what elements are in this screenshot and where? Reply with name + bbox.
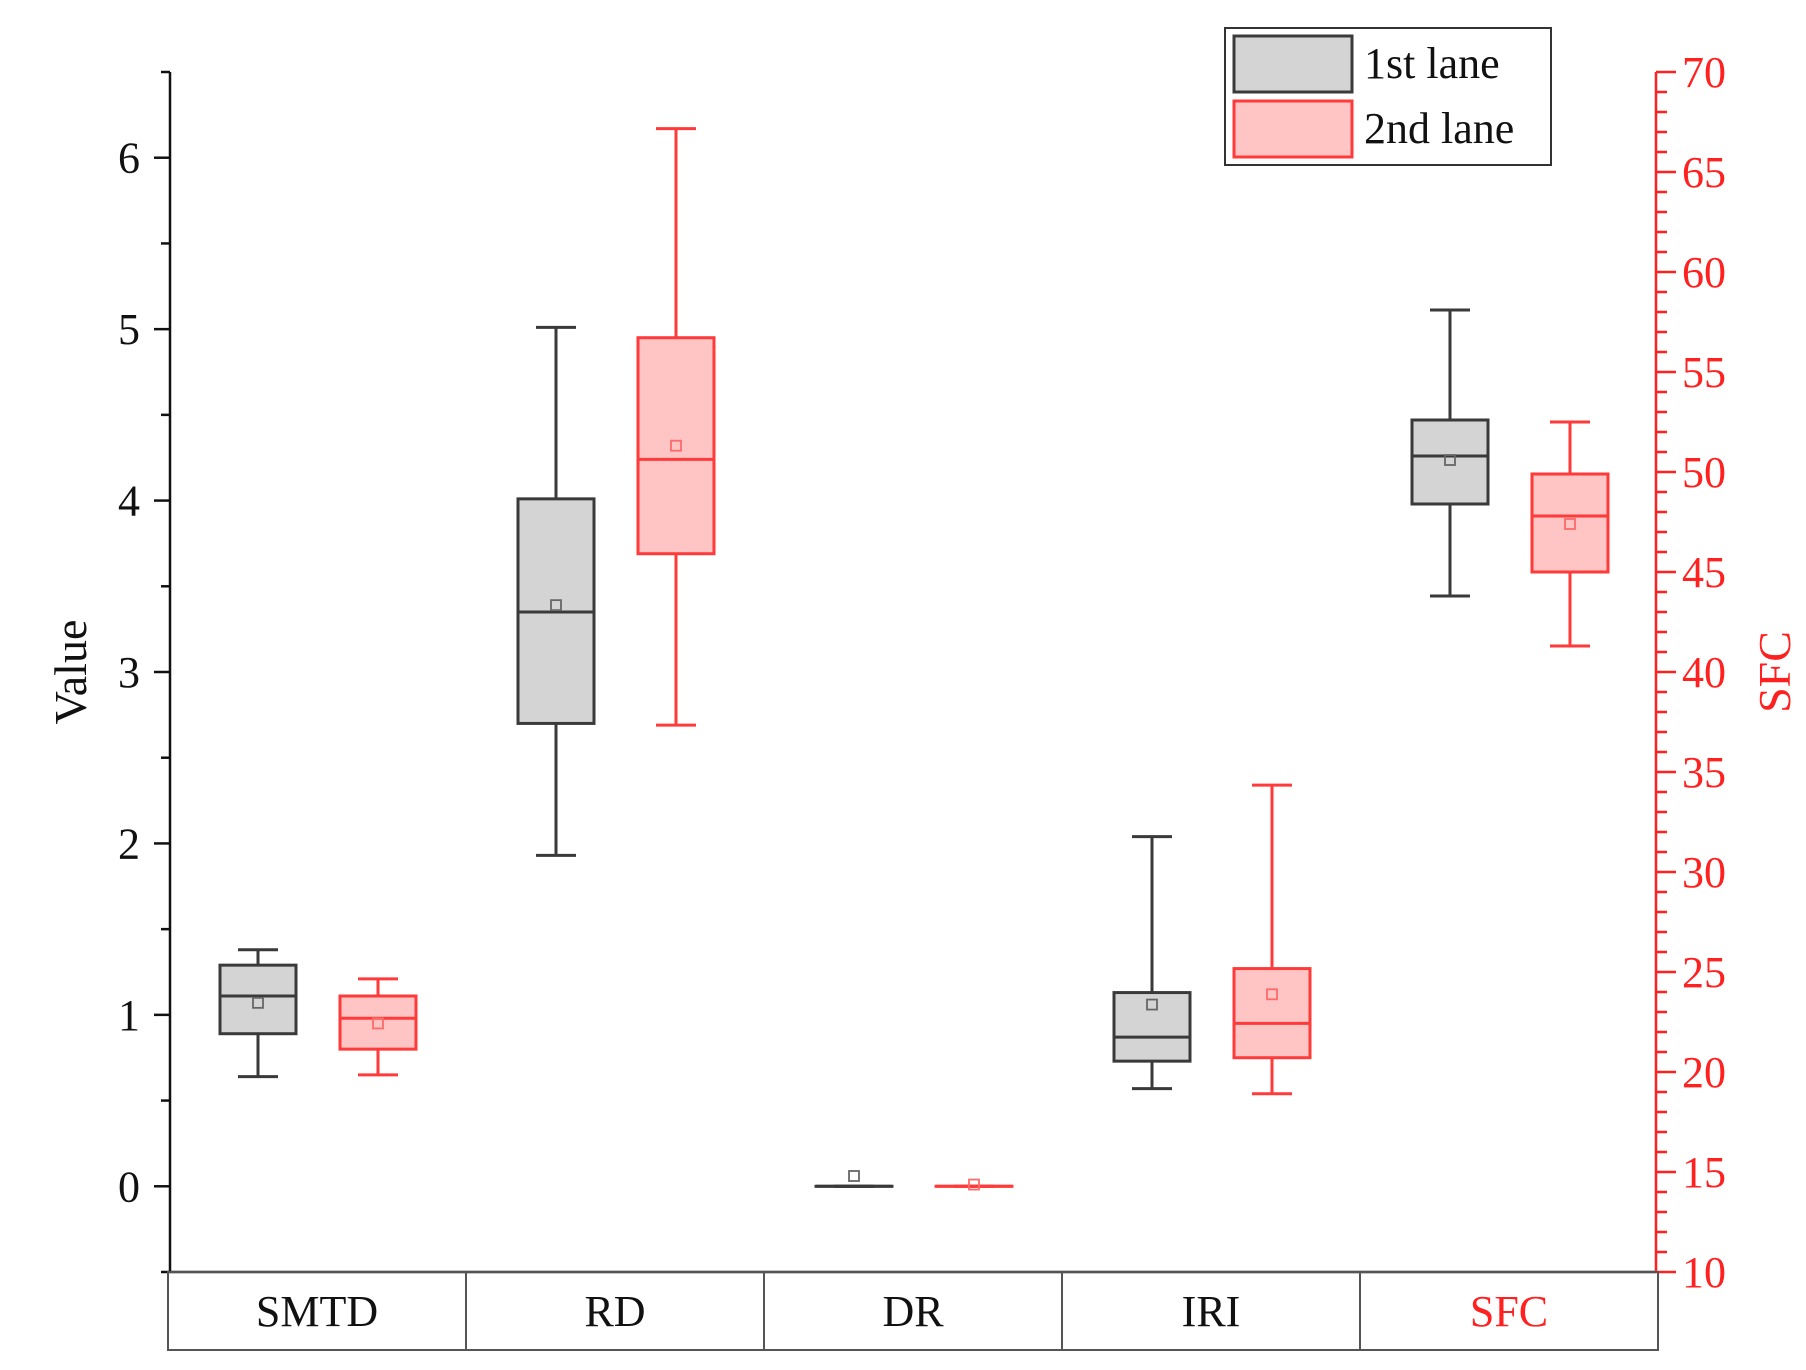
right-tick-label: 55 bbox=[1682, 348, 1726, 397]
right-tick-label: 20 bbox=[1682, 1048, 1726, 1097]
mean-marker bbox=[372, 1017, 384, 1030]
box-rd-2nd-lane bbox=[636, 127, 716, 727]
mean-marker bbox=[1146, 998, 1158, 1011]
right-tick-label: 40 bbox=[1682, 648, 1726, 697]
right-axis-ticks: 10 15 20 25 30 35 40 45 50 55 60 65 70 bbox=[1656, 48, 1726, 1297]
right-tick-label: 10 bbox=[1682, 1248, 1726, 1297]
box-sfc-2nd-lane bbox=[1530, 420, 1610, 648]
mean-marker bbox=[1444, 454, 1456, 466]
iqr-box bbox=[1232, 967, 1312, 1060]
left-tick-label: 0 bbox=[118, 1162, 140, 1211]
mean-marker bbox=[848, 1170, 860, 1182]
mean-marker bbox=[968, 1178, 980, 1191]
right-tick-label: 35 bbox=[1682, 748, 1726, 797]
right-tick-label: 50 bbox=[1682, 448, 1726, 497]
mean-marker bbox=[670, 439, 682, 452]
iqr-box bbox=[1112, 991, 1192, 1063]
box-iri-2nd-lane bbox=[1232, 783, 1312, 1096]
box-dr-2nd-lane bbox=[934, 1178, 1014, 1191]
category-label-smtd: SMTD bbox=[256, 1287, 378, 1336]
left-tick-label: 4 bbox=[118, 477, 140, 526]
iqr-box bbox=[636, 336, 716, 556]
left-axis-ticks: 0 1 2 3 4 5 6 bbox=[118, 70, 170, 1274]
mean-marker bbox=[550, 599, 562, 612]
left-tick-label: 1 bbox=[118, 991, 140, 1040]
category-label-sfc: SFC bbox=[1470, 1287, 1548, 1336]
legend-swatch-1st-lane bbox=[1232, 34, 1354, 94]
mean-marker bbox=[1266, 988, 1278, 1001]
category-label-iri: IRI bbox=[1182, 1287, 1241, 1336]
category-label-dr: DR bbox=[882, 1287, 944, 1336]
left-tick-label: 2 bbox=[118, 819, 140, 868]
box-smtd-1st-lane bbox=[218, 948, 298, 1079]
right-tick-label: 60 bbox=[1682, 248, 1726, 297]
iqr-box bbox=[218, 963, 298, 1036]
box-dr-1st-lane bbox=[814, 1170, 894, 1188]
legend: 1st lane 2nd lane bbox=[1224, 27, 1552, 166]
iqr-box bbox=[1410, 418, 1490, 506]
right-tick-label: 70 bbox=[1682, 48, 1726, 97]
left-tick-label: 5 bbox=[118, 305, 140, 354]
mean-marker bbox=[252, 996, 264, 1009]
legend-label-2nd-lane: 2nd lane bbox=[1364, 104, 1514, 153]
category-table: SMTD RD DR IRI SFC bbox=[167, 1271, 1659, 1351]
legend-label-1st-lane: 1st lane bbox=[1364, 39, 1500, 88]
right-tick-label: 15 bbox=[1682, 1148, 1726, 1197]
right-tick-label: 30 bbox=[1682, 848, 1726, 897]
right-tick-label: 65 bbox=[1682, 148, 1726, 197]
left-tick-label: 3 bbox=[118, 648, 140, 697]
right-axis-title: SFC bbox=[1749, 631, 1800, 713]
left-tick-label: 6 bbox=[118, 134, 140, 183]
mean-marker bbox=[1564, 518, 1576, 530]
box-iri-1st-lane bbox=[1112, 835, 1192, 1091]
box-plot-marks bbox=[218, 127, 1610, 1191]
box-sfc-1st-lane bbox=[1410, 308, 1490, 598]
iqr-box bbox=[1530, 472, 1610, 574]
left-axis-title: Value bbox=[45, 620, 96, 725]
right-tick-label: 25 bbox=[1682, 948, 1726, 997]
legend-swatch-2nd-lane bbox=[1232, 99, 1354, 159]
iqr-box bbox=[338, 994, 418, 1051]
box-smtd-2nd-lane bbox=[338, 977, 418, 1077]
category-label-rd: RD bbox=[584, 1287, 645, 1336]
right-tick-label: 45 bbox=[1682, 548, 1726, 597]
category-table-frame bbox=[167, 1271, 1659, 1351]
box-rd-1st-lane bbox=[516, 325, 596, 857]
